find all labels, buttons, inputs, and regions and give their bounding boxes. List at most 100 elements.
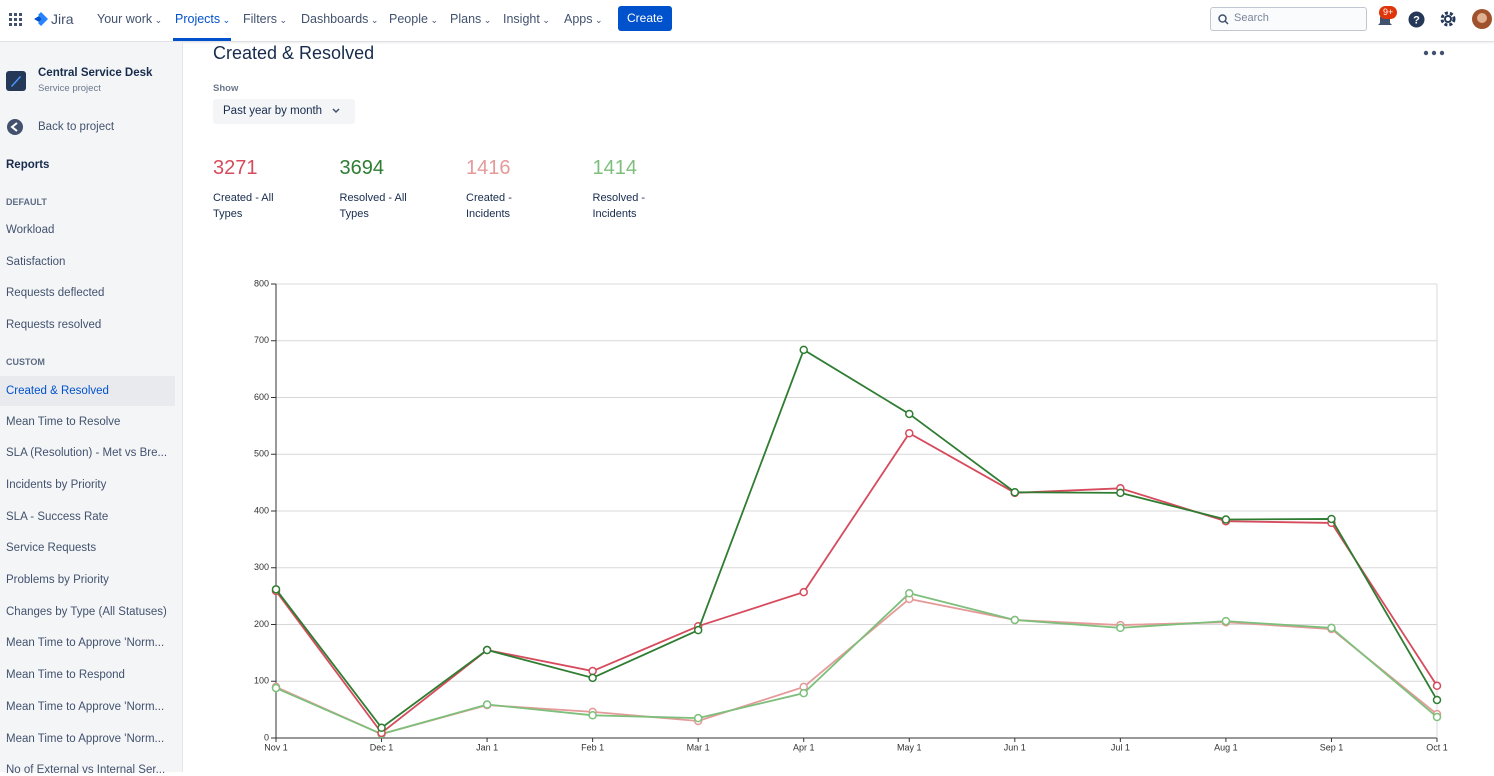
data-point (482, 700, 492, 709)
data-point (588, 666, 597, 676)
project-name: Central Service Desk (38, 67, 153, 79)
report-link[interactable]: Workload (6, 224, 55, 236)
x-tick-label: Dec 1 (370, 742, 394, 752)
data-point (588, 711, 597, 720)
data-point (1116, 623, 1125, 633)
chevron: ⌄ (592, 15, 603, 25)
page-title: Created & Resolved (213, 43, 375, 63)
data-point (905, 409, 914, 419)
y-tick-label: 600 (254, 392, 269, 402)
series-line (275, 348, 1438, 730)
data-point (799, 688, 808, 698)
chevron: ⌄ (481, 15, 492, 25)
app-switcher[interactable] (9, 13, 23, 27)
report-link[interactable]: Changes by Type (All Statuses) (6, 605, 167, 618)
x-tick-label: Aug 1 (1214, 742, 1238, 752)
chart: 0 100 200 300 400 500 600 700 800 Nov 1 Dec 1 Jan 1… (254, 278, 1448, 752)
data-point (799, 345, 808, 355)
data-point (1432, 712, 1442, 722)
nav-item[interactable]: Apps ⌄ (564, 12, 603, 26)
data-point (1327, 623, 1336, 633)
data-point (1327, 514, 1336, 524)
x-tick-label: Nov 1 (264, 742, 288, 752)
x-tick-label: Mar 1 (687, 742, 710, 752)
y-tick-label: 200 (254, 619, 269, 629)
report-link[interactable]: No of External vs Internal Ser... (6, 764, 166, 776)
x-tick-label: Apr 1 (793, 742, 815, 752)
svg-text:?: ? (1413, 14, 1420, 26)
period-value: Past year by month (223, 105, 323, 117)
report-link[interactable]: Mean Time to Approve 'Norm... (6, 637, 165, 650)
x-tick-label: Jun 1 (1004, 742, 1026, 752)
report-link[interactable]: Service Requests (6, 542, 97, 555)
nav-item[interactable]: Insight ⌄ (503, 12, 550, 26)
y-tick-label: 0 (264, 732, 269, 742)
y-tick-label: 300 (254, 562, 269, 572)
section-title: CUSTOM (6, 356, 45, 367)
report-link[interactable]: Requests deflected (6, 287, 105, 300)
series-line (275, 597, 1438, 735)
create-button[interactable]: Create (618, 6, 672, 31)
period-select[interactable]: Past year by month (213, 99, 355, 124)
report-link[interactable]: Mean Time to Resolve (6, 415, 121, 428)
data-point (905, 429, 914, 438)
report-link[interactable]: Created & Resolved (0, 375, 175, 406)
series-line (275, 432, 1438, 735)
y-tick-label: 500 (254, 449, 269, 459)
report-link[interactable]: SLA - Success Rate (6, 510, 109, 523)
report-link[interactable]: Problems by Priority (6, 574, 109, 586)
data-point (1116, 488, 1125, 498)
y-tick-label: 100 (254, 676, 269, 686)
stat-label: Created - All Types (213, 192, 274, 220)
data-point (1010, 615, 1020, 625)
nav-item[interactable]: People ⌄ (389, 12, 438, 26)
chevron: ⌄ (539, 15, 550, 25)
report-link[interactable]: Satisfaction (6, 255, 66, 268)
more-menu[interactable] (1422, 49, 1446, 57)
settings-icon[interactable] (1440, 11, 1456, 27)
report-link[interactable]: Mean Time to Approve 'Norm... (6, 732, 165, 745)
y-tick-label: 800 (254, 278, 269, 288)
help-icon[interactable]: ? (1408, 11, 1425, 28)
y-tick-label: 700 (254, 335, 269, 345)
data-point (693, 713, 703, 723)
x-tick-label: Jul 1 (1111, 742, 1130, 752)
nav-item[interactable]: Dashboards ⌄ (301, 12, 379, 26)
nav-item[interactable]: Your work ⌄ (97, 12, 163, 26)
x-tick-label: Jan 1 (476, 742, 498, 752)
top-nav: Jira Your work ⌄ Projects ⌄ Filters ⌄ Dashb… (0, 0, 1494, 42)
nav-item[interactable]: Filters ⌄ (243, 12, 288, 26)
nav-item[interactable]: Projects ⌄ (175, 12, 231, 26)
active-underline (173, 38, 231, 41)
back-icon[interactable] (7, 119, 23, 135)
project-type: Service project (38, 83, 101, 94)
nav-item[interactable]: Plans ⌄ (450, 12, 492, 26)
report-link[interactable]: Incidents by Priority (6, 478, 107, 491)
search-box[interactable]: Search (1210, 7, 1367, 31)
x-tick-label: Feb 1 (581, 742, 604, 752)
report-link[interactable]: Requests resolved (6, 319, 102, 332)
chevron: ⌄ (368, 15, 379, 25)
data-point (271, 683, 281, 693)
user-avatar[interactable] (1472, 9, 1492, 29)
x-tick-label: Sep 1 (1320, 742, 1344, 752)
data-point (271, 585, 281, 594)
stat-label: Resolved - All Types (339, 192, 407, 220)
notification-badge: 9+ (1379, 6, 1398, 19)
stat-value: 1414 (592, 157, 638, 179)
data-point (693, 625, 703, 635)
report-link[interactable]: Mean Time to Respond (6, 669, 125, 682)
stat-label: Created - Incidents (466, 192, 512, 220)
data-point (1221, 515, 1231, 524)
back-link[interactable]: Back to project (38, 121, 115, 133)
search-icon (1218, 14, 1229, 25)
report-link[interactable]: Mean Time to Approve 'Norm... (6, 700, 165, 713)
x-tick-label: May 1 (897, 742, 922, 752)
jira-logo-icon[interactable] (33, 11, 49, 27)
data-point (1432, 681, 1442, 691)
search-placeholder: Search (1234, 12, 1269, 24)
report-link[interactable]: SLA (Resolution) - Met vs Bre... (6, 447, 168, 460)
logo-text[interactable]: Jira (51, 11, 74, 27)
project-avatar (6, 71, 26, 91)
data-point (1432, 695, 1442, 705)
